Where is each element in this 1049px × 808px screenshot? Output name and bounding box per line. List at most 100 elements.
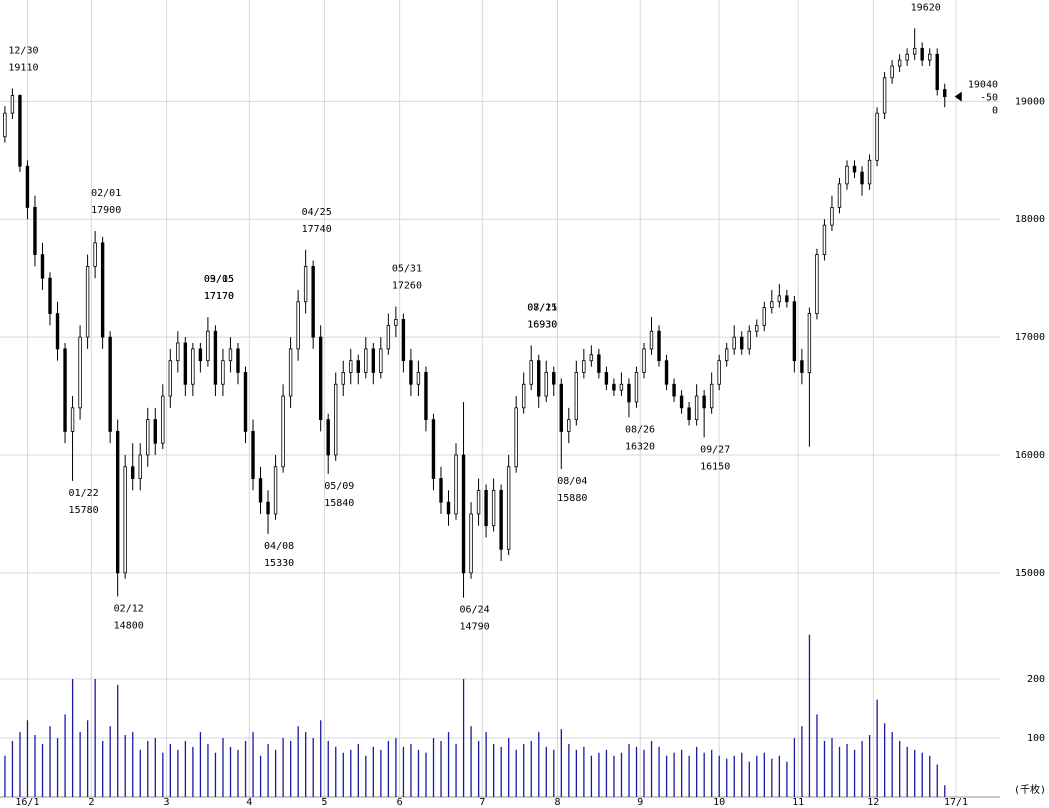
candle-body — [800, 360, 804, 373]
candle-body — [243, 372, 248, 432]
volume-bar — [816, 714, 818, 797]
candle-body — [18, 95, 22, 167]
volume-bar — [801, 726, 803, 797]
candle-body — [251, 431, 255, 479]
candle-body — [123, 466, 127, 574]
volume-bar — [605, 749, 608, 797]
volume-bar — [64, 714, 66, 797]
candle-body — [206, 330, 210, 362]
volume-bar — [395, 738, 397, 797]
volume-bar — [244, 740, 247, 797]
volume-bar — [49, 726, 51, 797]
candle-body — [461, 454, 466, 574]
volume-bar — [297, 726, 299, 797]
volume-bar — [19, 732, 21, 797]
volume-bar — [320, 720, 322, 797]
volume-bar — [305, 732, 307, 797]
volume-bar — [124, 735, 126, 797]
candle-body — [649, 330, 654, 350]
volume-bar — [861, 740, 863, 797]
x-tick-label: 9 — [637, 797, 643, 808]
volume-bar — [914, 749, 916, 797]
candle-body — [672, 383, 676, 397]
candle-body — [446, 501, 451, 515]
annotation-date: 03/15 — [204, 274, 234, 285]
candle-body — [364, 348, 368, 373]
candle-body — [717, 360, 721, 385]
volume-bar — [267, 743, 269, 797]
candle-body — [318, 336, 323, 421]
volume-bar — [944, 785, 946, 797]
candle-body — [544, 372, 548, 397]
volume-bar — [327, 740, 329, 797]
volume-bar — [214, 752, 217, 797]
candle-body — [176, 342, 180, 362]
candle-body — [852, 165, 857, 173]
volume-bar — [598, 752, 600, 797]
volume-bar — [891, 732, 893, 797]
volume-bar — [402, 746, 405, 797]
volume-bar — [169, 743, 172, 797]
candle-body — [424, 372, 428, 421]
volume-bar — [259, 755, 262, 797]
candle-body — [927, 53, 932, 61]
volume-bar — [192, 746, 194, 797]
volume-unit: (千枚) — [1014, 783, 1046, 796]
volume-bar — [575, 749, 578, 797]
x-tick-label: 7 — [479, 797, 485, 808]
volume-bar — [365, 755, 367, 797]
volume-bar — [538, 732, 540, 797]
annotation-price: 19110 — [8, 62, 38, 73]
volume-bar — [643, 749, 645, 797]
candle-body — [349, 360, 353, 373]
volume-bar — [778, 755, 781, 797]
candle-body — [867, 159, 872, 185]
candle-body — [379, 348, 383, 373]
candle-body — [897, 59, 902, 67]
volume-bar — [876, 699, 878, 797]
volume-bar — [620, 752, 623, 797]
volume-bar — [34, 735, 36, 797]
candle-body — [807, 313, 812, 373]
annotation-price: 17900 — [91, 205, 121, 216]
candle-body — [288, 348, 293, 397]
volume-bar — [117, 684, 119, 797]
volume-bar — [132, 732, 134, 797]
candle-body — [582, 360, 586, 373]
volume-bar — [109, 726, 111, 797]
candle-body — [221, 360, 225, 385]
candle-body — [198, 348, 203, 362]
volume-bar — [79, 732, 81, 797]
annotation-date: 09/05 — [204, 274, 234, 285]
volume-bar — [41, 743, 44, 797]
candle-body — [439, 478, 443, 503]
candle-body — [273, 466, 278, 515]
candle-body — [394, 319, 398, 326]
volume-bar — [147, 740, 149, 797]
volume-bar — [936, 764, 938, 797]
volume-bar — [523, 743, 525, 797]
volume-bar — [673, 752, 675, 797]
annotation-date: 05/31 — [392, 263, 422, 274]
candle-body — [747, 330, 751, 350]
candle-body — [296, 301, 300, 350]
annotation-price: 19620 — [911, 2, 941, 13]
volume-bar — [342, 752, 344, 797]
volume-bar — [477, 740, 480, 797]
candle-body — [657, 330, 661, 362]
candle-body — [63, 348, 67, 432]
candle-body — [138, 454, 142, 479]
candle-body — [213, 330, 218, 385]
candle-body — [191, 348, 195, 385]
volume-bar — [929, 755, 931, 797]
candle-body — [552, 372, 556, 385]
candle-body — [3, 112, 7, 138]
volume-bar — [357, 743, 359, 797]
volume-bar — [853, 749, 856, 797]
candle-body — [78, 336, 82, 409]
volume-bar — [688, 755, 690, 797]
volume-bar — [462, 679, 465, 797]
x-tick-label: 11 — [792, 797, 804, 808]
volume-bar — [493, 743, 495, 797]
volume-bar — [733, 755, 735, 797]
